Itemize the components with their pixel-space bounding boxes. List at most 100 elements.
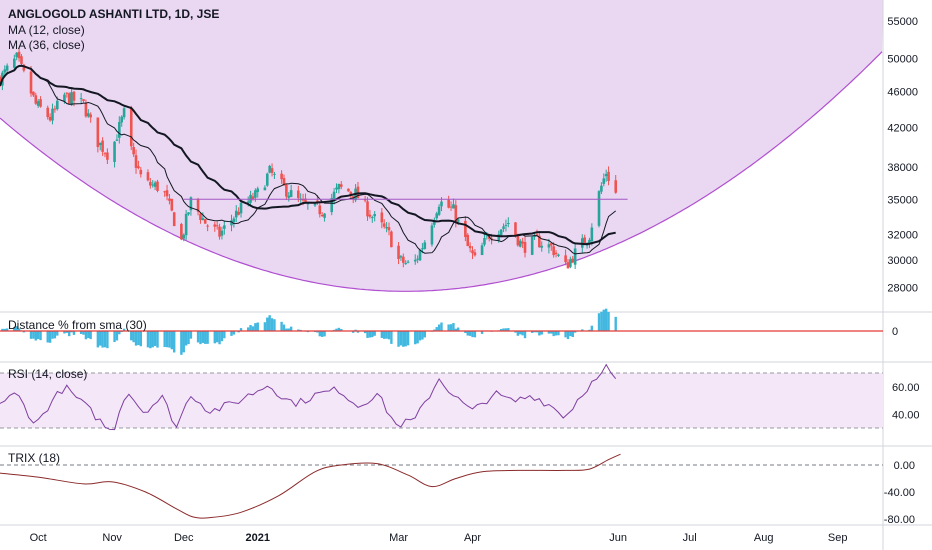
candle-body xyxy=(251,196,255,200)
candle-body xyxy=(72,91,76,101)
candle-body xyxy=(182,234,186,239)
distance-bar xyxy=(79,331,83,334)
candle-body xyxy=(320,214,324,216)
distance-bar xyxy=(318,331,321,337)
candle-body xyxy=(514,222,517,236)
distance-tick-label: 0 xyxy=(892,326,898,338)
trix-tick-label: -40.00 xyxy=(884,487,915,499)
price-tick-label: 35000 xyxy=(887,194,918,206)
candle-body xyxy=(223,225,226,229)
distance-bar xyxy=(201,331,205,343)
distance-bar xyxy=(170,331,174,350)
distance-bar xyxy=(514,331,517,333)
candle-body xyxy=(232,218,236,223)
candle-body xyxy=(32,91,35,96)
candle-body xyxy=(485,235,489,237)
candle-body xyxy=(289,190,293,197)
distance-bar xyxy=(122,328,126,331)
candle-body xyxy=(399,256,403,258)
distance-bar xyxy=(530,331,534,333)
distance-bar xyxy=(480,331,484,334)
distance-bar xyxy=(163,331,166,348)
cup-arc-line xyxy=(0,51,883,292)
distance-bar xyxy=(473,331,477,338)
distance-bar xyxy=(180,331,183,355)
candle-body xyxy=(39,99,42,107)
distance-bar xyxy=(554,331,558,336)
distance-bar xyxy=(182,331,185,353)
candle-body xyxy=(79,98,83,100)
candle-body xyxy=(246,201,250,204)
candle-body xyxy=(464,220,467,238)
distance-bar xyxy=(614,316,617,331)
distance-bar xyxy=(206,331,209,344)
distance-bar xyxy=(173,331,176,353)
distance-bar xyxy=(573,331,577,333)
distance-bar xyxy=(447,324,450,331)
time-tick-label: Mar xyxy=(389,532,408,544)
candle-body xyxy=(63,94,66,102)
distance-bar xyxy=(63,331,66,334)
candle-body xyxy=(254,190,257,198)
distance-bar xyxy=(452,323,455,331)
candle-body xyxy=(187,212,190,215)
distance-bar xyxy=(223,331,226,339)
candle-body xyxy=(471,250,474,254)
distance-bar xyxy=(535,331,539,333)
distance-bar xyxy=(220,331,224,342)
distance-bar xyxy=(139,331,143,347)
candle-body xyxy=(34,95,38,104)
distance-bar xyxy=(15,326,18,331)
candle-body xyxy=(96,117,100,147)
distance-bar xyxy=(316,331,319,333)
distance-bar xyxy=(297,329,300,331)
candle-body xyxy=(168,198,171,201)
candle-body xyxy=(368,214,372,217)
distance-bar xyxy=(89,331,92,340)
distance-bar xyxy=(435,327,438,331)
distance-bar xyxy=(352,331,355,333)
distance-bar xyxy=(320,331,324,337)
candle-body xyxy=(583,237,586,244)
distance-bar xyxy=(383,331,386,339)
distance-bar xyxy=(454,328,458,331)
candle-body xyxy=(285,184,288,197)
candle-body xyxy=(5,65,9,71)
candle-body xyxy=(363,199,367,201)
candle-body xyxy=(418,249,422,261)
distance-bar xyxy=(149,331,152,349)
distance-bar xyxy=(547,331,551,334)
distance-bar xyxy=(414,331,417,345)
distance-bar xyxy=(101,331,104,348)
candle-body xyxy=(297,190,300,199)
candle-body xyxy=(17,51,21,59)
distance-bar xyxy=(363,331,367,334)
distance-bar xyxy=(588,329,591,331)
candle-body xyxy=(499,229,503,236)
distance-bar xyxy=(507,328,510,331)
candle-body xyxy=(421,248,424,250)
candle-body xyxy=(335,187,338,190)
distance-bar xyxy=(270,318,274,331)
chart-title: ANGLOGOLD ASHANTI LTD, 1D, JSE xyxy=(8,7,220,21)
distance-bar xyxy=(397,331,400,347)
candle-body xyxy=(554,252,558,255)
distance-bar xyxy=(249,324,252,331)
distance-bar xyxy=(323,331,326,337)
cup-arc-fill xyxy=(0,0,883,292)
candle-body xyxy=(571,258,575,263)
candle-body xyxy=(385,226,388,229)
candle-body xyxy=(153,182,157,187)
candle-body xyxy=(137,166,140,169)
distance-bar xyxy=(22,331,26,333)
candle-body xyxy=(146,172,150,181)
candle-body xyxy=(566,262,570,269)
distance-bar xyxy=(604,308,608,331)
candle-body xyxy=(406,261,410,263)
distance-bar xyxy=(519,331,522,335)
candle-body xyxy=(213,224,217,227)
candle-body xyxy=(273,173,276,175)
distance-bar xyxy=(1,328,4,331)
distance-bar xyxy=(103,331,107,348)
candle-body xyxy=(101,140,104,152)
